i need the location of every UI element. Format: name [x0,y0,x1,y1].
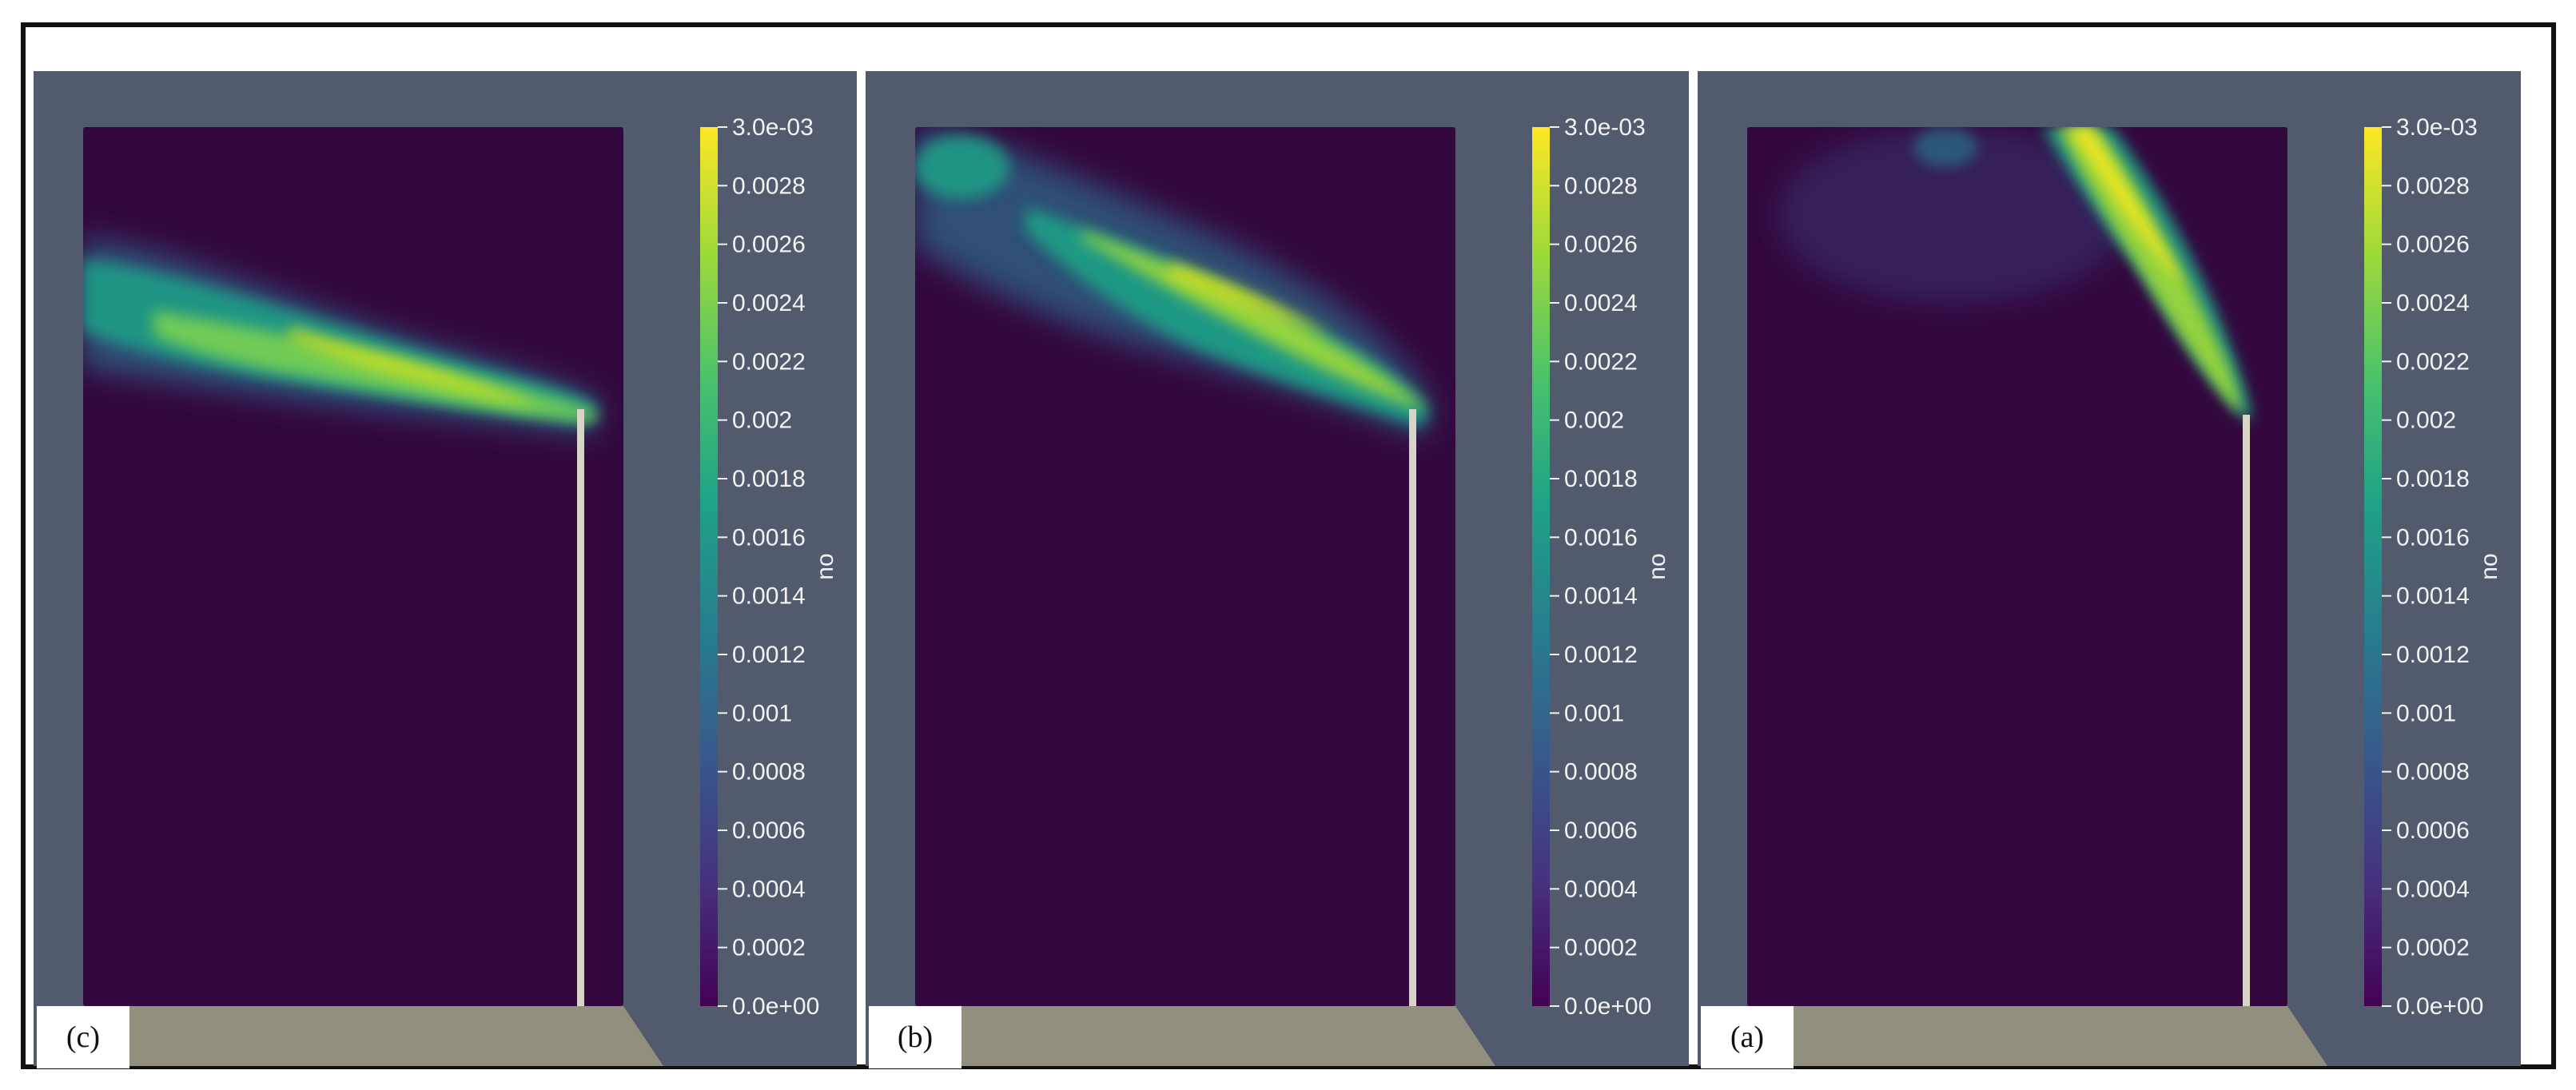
panel-c: 3.0e-03 0.0028 0.0026 0.0024 0.0022 0.002 0.00… [34,71,857,1068]
ground-plane [915,1006,1495,1066]
colorbar-ticks: 3.0e-03 0.0028 0.0026 0.0024 0.0022 0.002 0.00… [2382,114,2483,1020]
colorbar-tick-label: 0.0002 [2396,935,2470,961]
colorbar-tick-label: 0.0008 [732,759,806,786]
colorbar-variable-label: no [1644,553,1670,579]
colorbar-tick-label: 0.0022 [1564,348,1638,375]
colorbar-ticks: 3.0e-03 0.0028 0.0026 0.0024 0.0022 0.002 0.00… [1550,114,1651,1020]
no-plume [83,239,599,435]
colorbar-tick-label: 3.0e-03 [1564,114,1646,141]
colorbar-tick-label: 0.001 [1564,700,1624,726]
colorbar-tick-label: 0.0014 [732,583,806,610]
colorbar-tick-label: 0.0004 [732,876,806,902]
colorbar [700,127,718,1006]
colorbar-ticks: 3.0e-03 0.0028 0.0026 0.0024 0.0022 0.002 0.00… [718,114,819,1020]
colorbar-variable-label: no [2476,553,2502,579]
panel-label: (c) [37,1006,129,1068]
colorbar-tick-label: 0.0022 [2396,348,2470,375]
colorbar-tick-label: 0.0004 [2396,876,2470,902]
colorbar-tick-label: 0.0022 [732,348,806,375]
colorbar-tick-label: 0.001 [2396,700,2456,726]
colorbar-tick-label: 0.0008 [2396,759,2470,786]
colorbar-tick-label: 0.002 [2396,408,2456,434]
panel-a-render: 3.0e-03 0.0028 0.0026 0.0024 0.0022 0.002 0.00… [1698,71,2521,1066]
colorbar-tick-label: 0.0024 [732,290,806,316]
panel-a: 3.0e-03 0.0028 0.0026 0.0024 0.0022 0.002 0.00… [1698,71,2521,1068]
colorbar-tick-label: 0.0024 [2396,290,2470,316]
colorbar-tick-label: 0.0028 [2396,173,2470,199]
panel-c-render: 3.0e-03 0.0028 0.0026 0.0024 0.0022 0.002 0.00… [34,71,857,1066]
colorbar-tick-label: 0.0024 [1564,290,1638,316]
colorbar-tick-label: 0.0e+00 [2396,993,2483,1020]
panel-label: (b) [869,1006,962,1068]
colorbar-tick-label: 0.0028 [1564,173,1638,199]
colorbar-tick-label: 3.0e-03 [2396,114,2478,141]
colorbar-tick-label: 0.0012 [732,642,806,668]
colorbar-tick-label: 0.0014 [2396,583,2470,610]
figure-frame: 3.0e-03 0.0028 0.0026 0.0024 0.0022 0.002 0.00… [21,22,2556,1069]
colorbar-tick-label: 0.0018 [1564,466,1638,492]
ground-plane [83,1006,663,1066]
colorbar-tick-label: 0.0018 [2396,466,2470,492]
colorbar-tick-label: 0.002 [732,408,792,434]
colorbar-tick-label: 0.0006 [1564,818,1638,844]
colorbar-variable-label: no [812,553,838,579]
colorbar-tick-label: 0.0004 [1564,876,1638,902]
colorbar-tick-label: 0.0006 [732,818,806,844]
stack-chimney [1409,409,1416,1006]
no-plume [915,127,1429,439]
panel-label: (a) [1701,1006,1794,1068]
colorbar-tick-label: 0.0026 [2396,232,2470,258]
colorbar-tick-label: 0.0e+00 [732,993,819,1020]
colorbar-tick-label: 0.0018 [732,466,806,492]
colorbar-tick-label: 0.0028 [732,173,806,199]
colorbar-tick-label: 0.0006 [2396,818,2470,844]
simulation-domain [1747,127,2287,1006]
colorbar-tick-label: 0.0002 [1564,935,1638,961]
panel-b: 3.0e-03 0.0028 0.0026 0.0024 0.0022 0.002 0.00… [866,71,1689,1068]
stack-chimney [2243,415,2250,1006]
colorbar-tick-label: 0.001 [732,700,792,726]
colorbar-tick-label: 0.0016 [732,524,806,551]
ground-plane [1747,1006,2327,1066]
colorbar-tick-label: 0.0014 [1564,583,1638,610]
colorbar-tick-label: 3.0e-03 [732,114,814,141]
colorbar-tick-label: 0.0026 [1564,232,1638,258]
colorbar-tick-label: 0.0012 [2396,642,2470,668]
stack-chimney [577,409,584,1006]
no-plume [1778,127,2251,423]
colorbar-tick-label: 0.0012 [1564,642,1638,668]
colorbar-tick-label: 0.0e+00 [1564,993,1651,1020]
colorbar [1532,127,1550,1006]
colorbar-tick-label: 0.0008 [1564,759,1638,786]
panel-b-render: 3.0e-03 0.0028 0.0026 0.0024 0.0022 0.002 0.00… [866,71,1689,1066]
colorbar-tick-label: 0.002 [1564,408,1624,434]
colorbar-tick-label: 0.0026 [732,232,806,258]
colorbar [2364,127,2382,1006]
colorbar-tick-label: 0.0016 [1564,524,1638,551]
colorbar-tick-label: 0.0016 [2396,524,2470,551]
colorbar-tick-label: 0.0002 [732,935,806,961]
